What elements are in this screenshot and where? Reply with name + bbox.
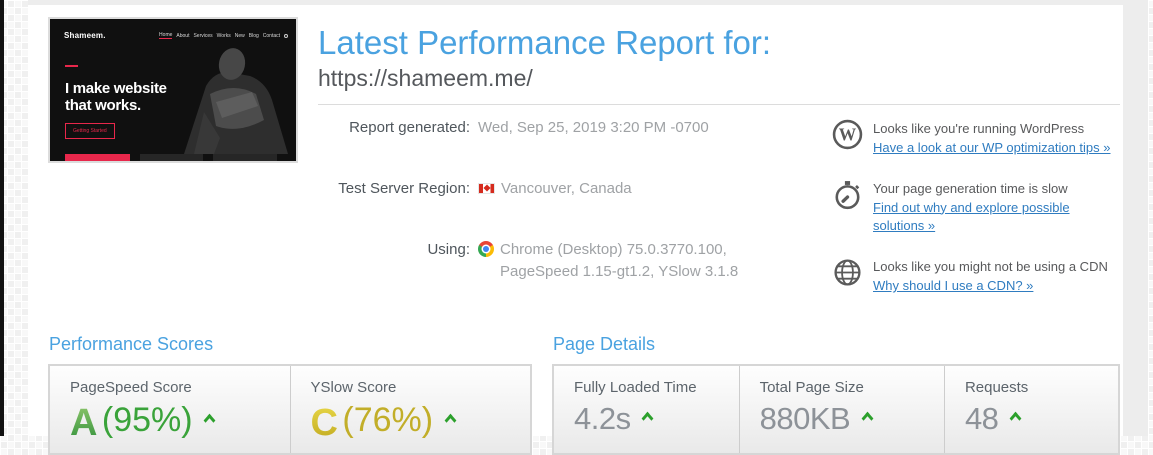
caret-up-icon[interactable]: [861, 411, 874, 426]
thumb-footer-bars: [65, 154, 277, 161]
test-server-region-value: Vancouver, Canada: [478, 180, 738, 197]
yslow-score-cell: YSlow Score C (76%): [289, 365, 531, 453]
yslow-grade: C: [310, 401, 338, 444]
cdn-notice: Looks like you might not be using a CDN …: [832, 257, 1120, 296]
thumb-cta-button: Getting Started: [65, 123, 115, 139]
chrome-icon: [478, 241, 494, 258]
fully-loaded-time-cell: Fully Loaded Time 4.2s: [554, 366, 739, 453]
performance-scores-title: Performance Scores: [49, 333, 214, 354]
page-details-panel: Fully Loaded Time 4.2s Total Page Size 8…: [552, 363, 1120, 455]
wordpress-notice: W Looks like you're running WordPress Ha…: [832, 119, 1120, 158]
thumb-person-photo: [184, 48, 288, 154]
thumb-hero-heading: I make website that works.: [65, 80, 167, 114]
slow-generation-solutions-link[interactable]: Find out why and explore possible soluti…: [873, 199, 1070, 234]
caret-up-icon[interactable]: [203, 413, 216, 428]
report-generated-value: Wed, Sep 25, 2019 3:20 PM -0700: [478, 119, 709, 136]
yslow-percent: (76%): [342, 400, 434, 439]
page-generation-notice-text: Your page generation time is slow: [873, 180, 1068, 196]
right-edge-strip: [1123, 0, 1148, 436]
search-icon: [284, 33, 288, 38]
report-card: Shameem. Home About Services Works New B…: [28, 0, 1123, 455]
performance-scores-section: Performance Scores PageSpeed Score A (95…: [48, 334, 532, 455]
using-value-line2: PageSpeed 1.15-gt1.2, YSlow 3.1.8: [500, 262, 739, 280]
thumb-nav-new: New: [234, 32, 245, 39]
requests-cell: Requests 48: [943, 365, 1118, 453]
fully-loaded-time-value: 4.2s: [574, 400, 631, 436]
page-title: Latest Performance Report for:: [318, 24, 772, 61]
caret-up-icon[interactable]: [1009, 411, 1022, 426]
left-edge-strip: [0, 0, 4, 436]
page-details-title: Page Details: [553, 333, 656, 354]
pagespeed-score-label: PageSpeed Score: [70, 378, 192, 396]
pagespeed-percent: (95%): [101, 400, 193, 439]
caret-up-icon[interactable]: [641, 411, 654, 426]
header-divider: [318, 104, 1120, 105]
pagespeed-grade: A: [70, 401, 98, 444]
report-info: Report generated: Wed, Sep 25, 2019 3:20…: [318, 119, 738, 317]
pagespeed-score-cell: PageSpeed Score A (95%): [50, 366, 290, 453]
thumb-nav-services: Services: [193, 32, 213, 39]
top-strip: [28, 0, 1123, 5]
test-server-region-label: Test Server Region:: [338, 179, 470, 197]
fully-loaded-time-label: Fully Loaded Time: [574, 378, 697, 396]
using-label: Using:: [427, 240, 470, 258]
why-use-cdn-link[interactable]: Why should I use a CDN? »: [873, 278, 1034, 294]
thumb-site-logo: Shameem.: [64, 31, 106, 40]
notices-panel: W Looks like you're running WordPress Ha…: [832, 119, 1120, 317]
canada-flag-icon: [478, 182, 495, 194]
wordpress-icon: W: [832, 119, 863, 150]
report-header: Shameem. Home About Services Works New B…: [28, 5, 1123, 317]
wordpress-notice-text: Looks like you're running WordPress: [873, 121, 1085, 136]
total-page-size-cell: Total Page Size 880KB: [738, 365, 944, 453]
using-value-line1: Chrome (Desktop) 75.0.3770.100,: [478, 241, 738, 258]
thumb-nav-works: Works: [216, 32, 231, 39]
thumb-nav-home: Home: [159, 32, 173, 39]
total-page-size-label: Total Page Size: [759, 378, 864, 396]
wp-optimization-tips-link[interactable]: Have a look at our WP optimization tips …: [873, 139, 1111, 155]
thumb-nav-contact: Contact: [262, 32, 280, 39]
page-generation-notice: Your page generation time is slow Find o…: [832, 179, 1120, 237]
caret-up-icon[interactable]: [444, 413, 456, 428]
site-thumbnail-image: Shameem. Home About Services Works New B…: [50, 19, 296, 161]
requests-label: Requests: [964, 378, 1029, 396]
page-details-section: Page Details Fully Loaded Time 4.2s Tota…: [552, 334, 1120, 455]
total-page-size-value: 880KB: [759, 400, 851, 436]
thumb-site-nav: Home About Services Works New Blog Conta…: [159, 32, 288, 39]
report-generated-label: Report generated:: [349, 119, 470, 136]
stopwatch-icon: [835, 180, 860, 209]
performance-scores-panel: PageSpeed Score A (95%) YSlow Score C (7…: [48, 363, 532, 455]
thumb-nav-blog: Blog: [248, 32, 259, 39]
report-url: https://shameem.me/: [318, 65, 533, 91]
globe-icon: [834, 259, 861, 286]
yslow-score-label: YSlow Score: [310, 378, 397, 396]
svg-text:W: W: [839, 124, 857, 144]
thumb-nav-about: About: [176, 32, 190, 39]
thumb-accent-dash: [65, 65, 78, 67]
requests-value: 48: [964, 400, 999, 436]
cdn-notice-text: Looks like you might not be using a CDN: [873, 259, 1108, 275]
site-thumbnail[interactable]: Shameem. Home About Services Works New B…: [48, 17, 298, 163]
